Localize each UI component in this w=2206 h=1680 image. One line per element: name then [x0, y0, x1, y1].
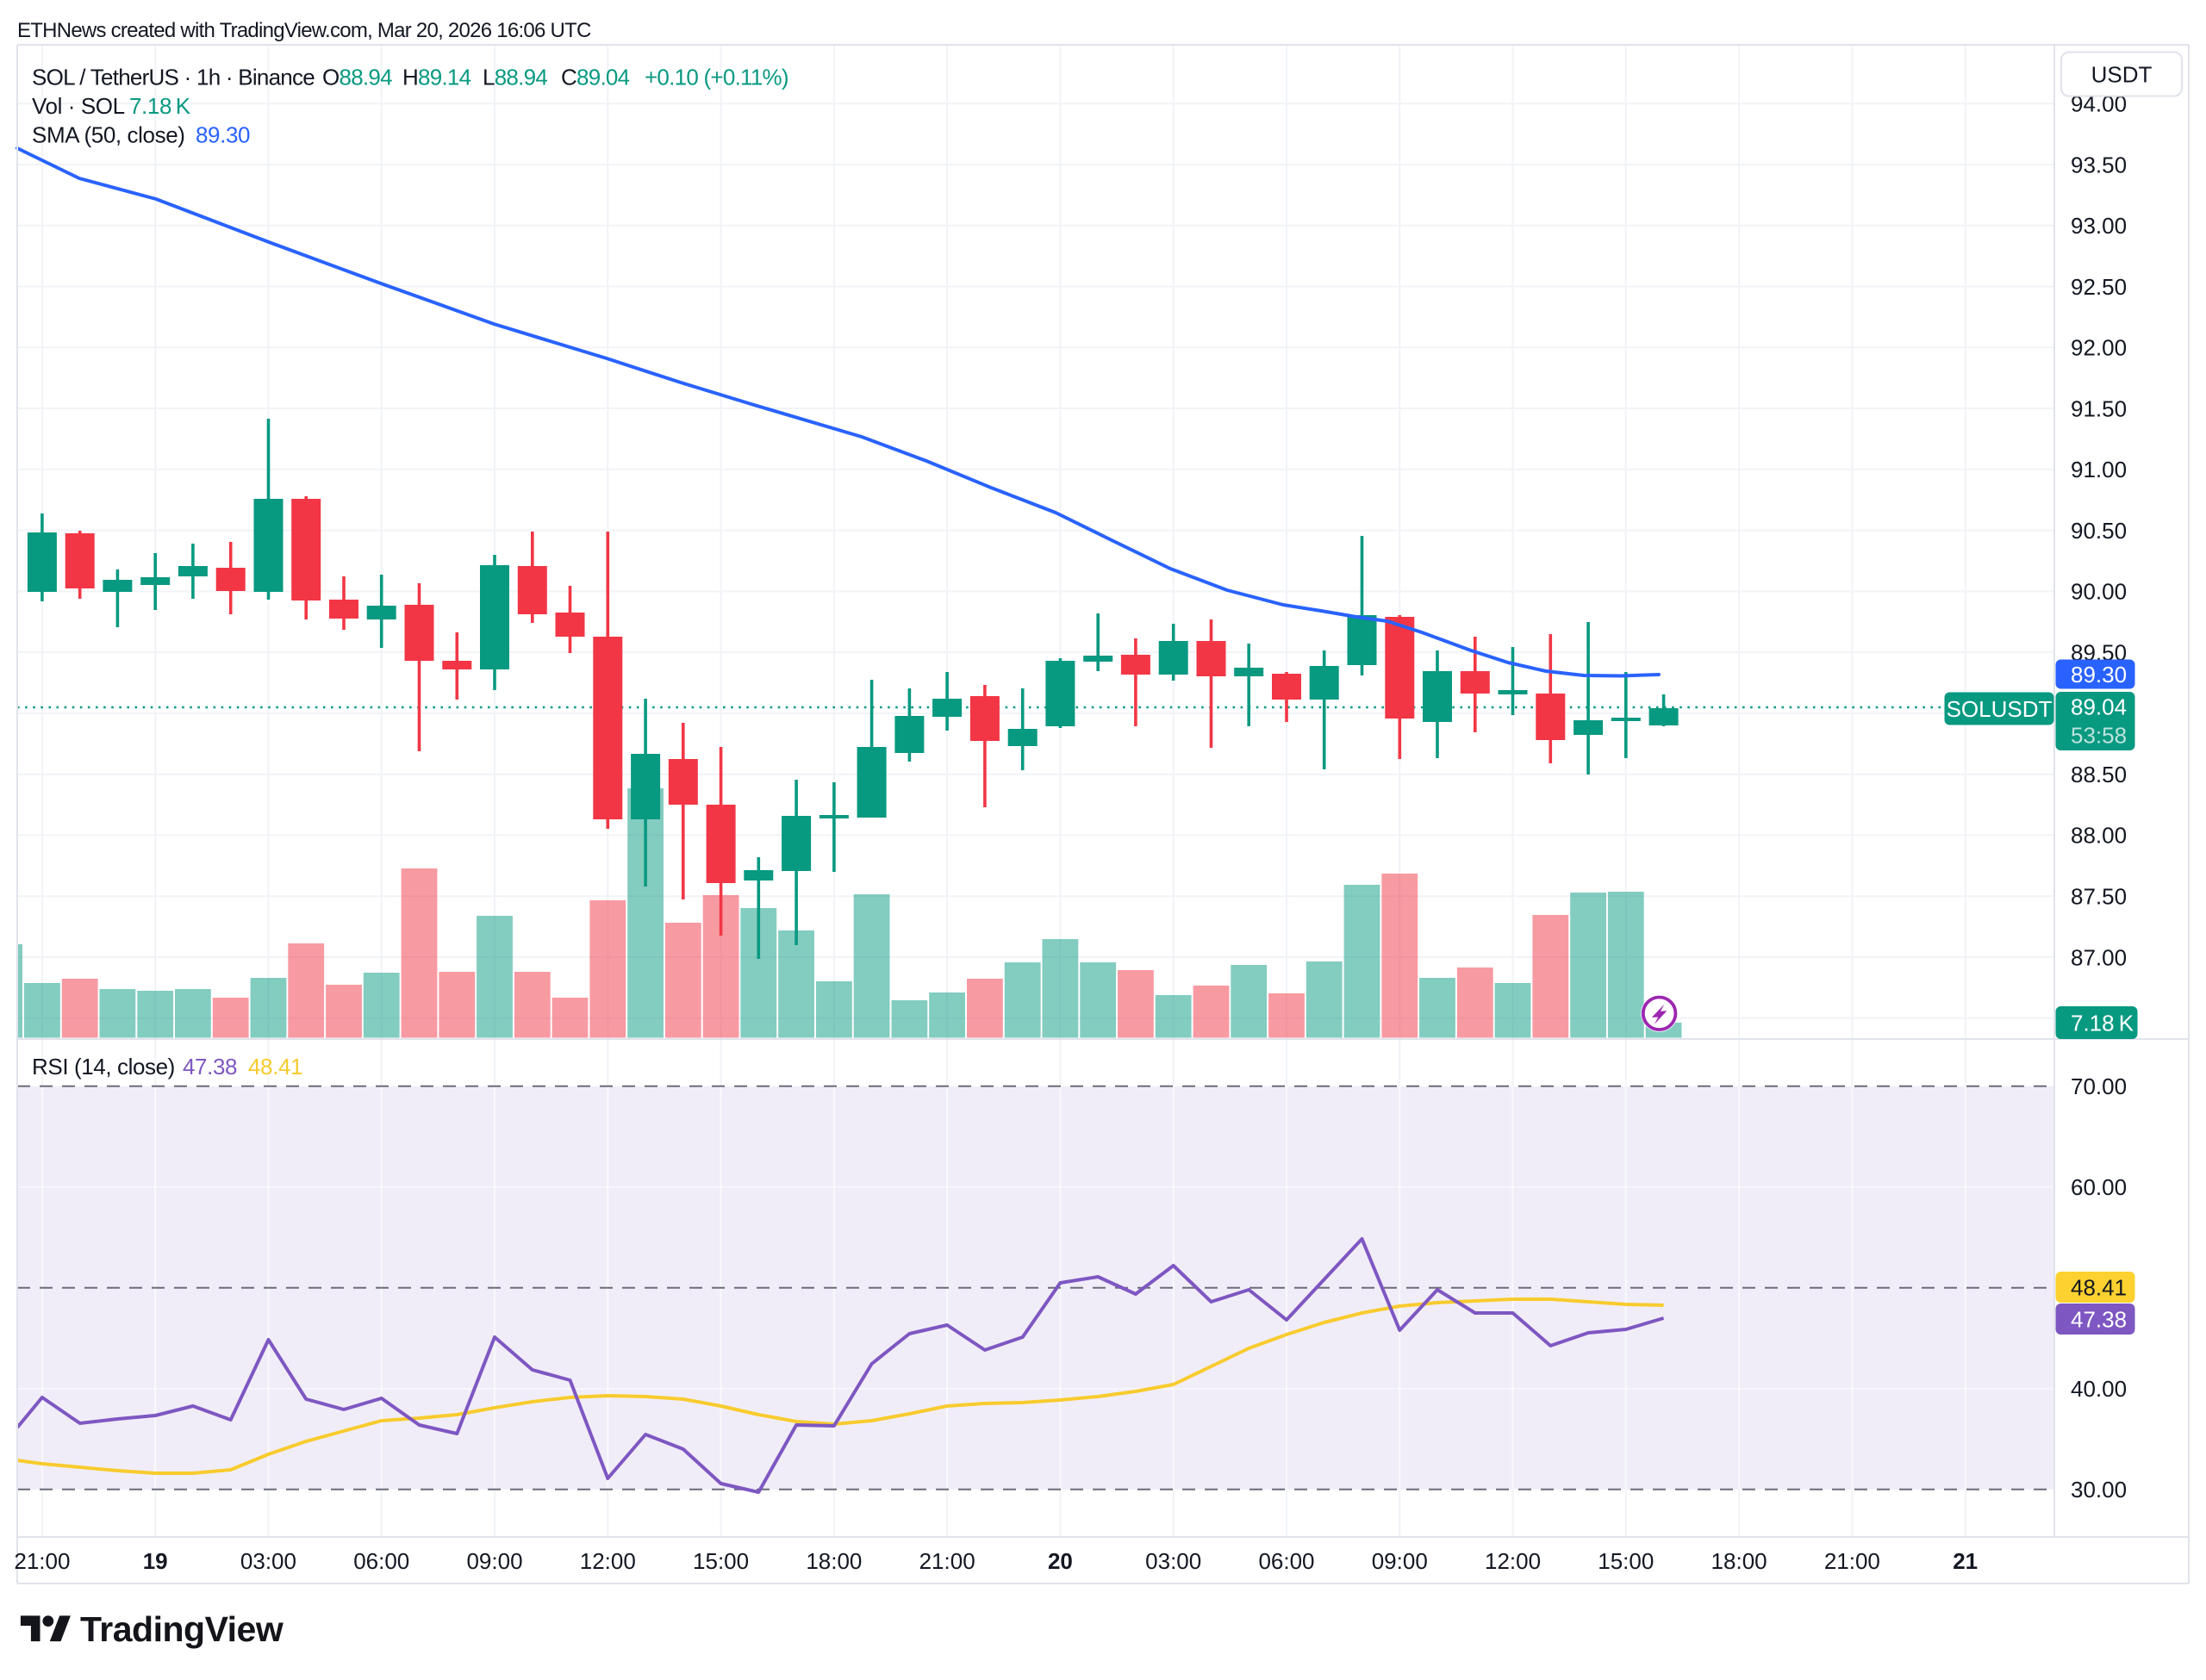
- svg-text:03:00: 03:00: [1145, 1548, 1201, 1574]
- svg-text:15:00: 15:00: [1598, 1548, 1654, 1574]
- svg-text:15:00: 15:00: [693, 1548, 749, 1574]
- svg-text:91.50: 91.50: [2071, 395, 2127, 421]
- svg-text:ETHNews created with TradingVi: ETHNews created with TradingView.com, Ma…: [17, 19, 591, 42]
- svg-text:USDT: USDT: [2091, 61, 2153, 87]
- svg-text:90.50: 90.50: [2071, 518, 2127, 544]
- svg-text:19: 19: [143, 1548, 168, 1574]
- svg-text:SOLUSDT: SOLUSDT: [1947, 696, 2053, 722]
- svg-text:18:00: 18:00: [1711, 1548, 1767, 1574]
- svg-text:90.00: 90.00: [2071, 579, 2127, 605]
- svg-text:48.41: 48.41: [2071, 1274, 2127, 1300]
- svg-text:88.00: 88.00: [2071, 823, 2127, 849]
- svg-text:53:58: 53:58: [2071, 722, 2127, 748]
- svg-text:40.00: 40.00: [2071, 1376, 2127, 1402]
- svg-text:92.00: 92.00: [2071, 335, 2127, 361]
- svg-text:91.00: 91.00: [2071, 457, 2127, 482]
- svg-text:89.04: 89.04: [2071, 694, 2127, 719]
- svg-text:06:00: 06:00: [353, 1548, 409, 1574]
- svg-text:09:00: 09:00: [466, 1548, 522, 1574]
- svg-text:93.00: 93.00: [2071, 213, 2127, 239]
- svg-text:88.50: 88.50: [2071, 762, 2127, 787]
- svg-text:89.30: 89.30: [2071, 662, 2127, 688]
- svg-text:7.18 K: 7.18 K: [2071, 1010, 2134, 1036]
- svg-text:06:00: 06:00: [1258, 1548, 1314, 1574]
- svg-text:20: 20: [1048, 1548, 1073, 1574]
- svg-text:SMA (50, close)89.30: SMA (50, close) 89.30: [32, 121, 250, 147]
- svg-text:21:00: 21:00: [1824, 1548, 1880, 1574]
- svg-text:21:00: 21:00: [14, 1548, 70, 1574]
- svg-text:09:00: 09:00: [1372, 1548, 1428, 1574]
- svg-text:70.00: 70.00: [2071, 1073, 2127, 1099]
- svg-text:12:00: 12:00: [580, 1548, 636, 1574]
- svg-text:87.00: 87.00: [2071, 944, 2127, 970]
- svg-text:30.00: 30.00: [2071, 1477, 2127, 1503]
- svg-text:18:00: 18:00: [806, 1548, 862, 1574]
- svg-text:47.38: 47.38: [2071, 1306, 2127, 1332]
- svg-text:87.50: 87.50: [2071, 884, 2127, 910]
- svg-text:21: 21: [1953, 1548, 1978, 1574]
- svg-text:93.50: 93.50: [2071, 152, 2127, 177]
- svg-text:12:00: 12:00: [1485, 1548, 1541, 1574]
- svg-text:TradingView: TradingView: [80, 1609, 284, 1649]
- svg-text:92.50: 92.50: [2071, 274, 2127, 300]
- svg-text:60.00: 60.00: [2071, 1174, 2127, 1200]
- svg-text:21:00: 21:00: [919, 1548, 975, 1574]
- svg-text:03:00: 03:00: [240, 1548, 296, 1574]
